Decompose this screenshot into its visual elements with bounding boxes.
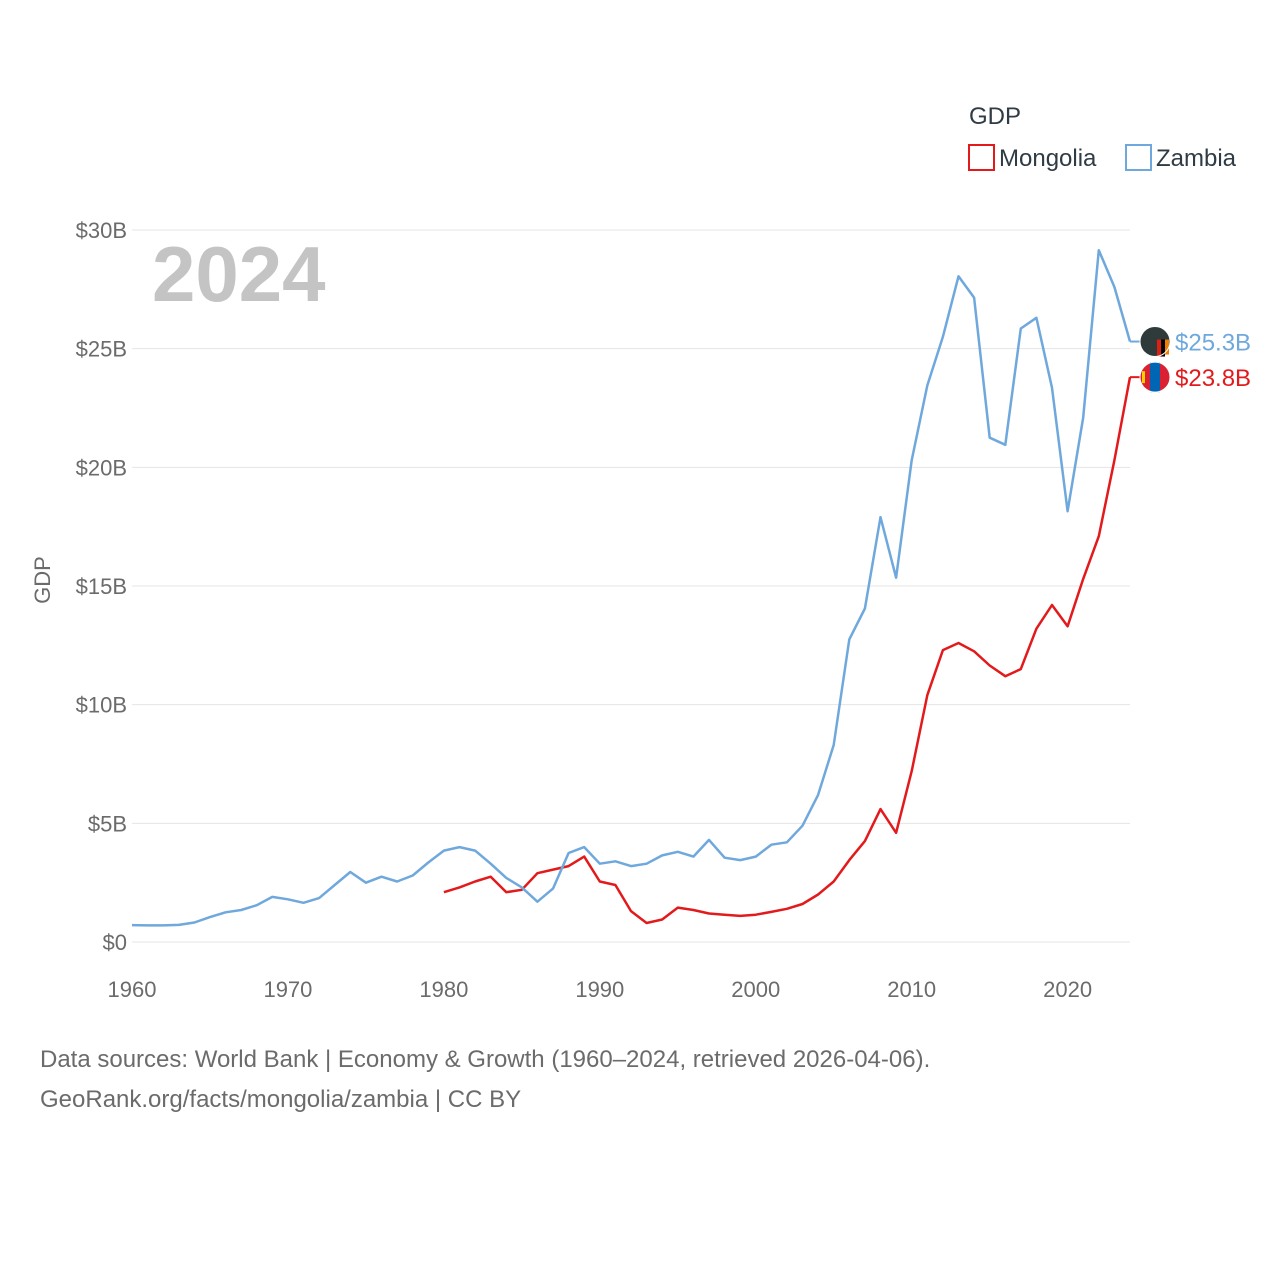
gridlines	[132, 229, 1130, 943]
current-year-label: 2024	[152, 230, 326, 318]
y-tick-label: $15B	[76, 574, 127, 599]
y-axis-ticks: $0 $5B $10B $15B $20B $25B $30B	[76, 218, 127, 955]
zambia-flag-icon	[1139, 326, 1171, 358]
x-tick-label: 2020	[1043, 977, 1092, 1002]
y-tick-label: $0	[103, 930, 127, 955]
series-line-zambia[interactable]	[131, 248, 1132, 927]
y-tick-label: $30B	[76, 218, 127, 243]
legend-swatch-mongolia[interactable]	[968, 144, 995, 171]
data-source-note: Data sources: World Bank | Economy & Gro…	[40, 1046, 931, 1073]
legend-label-mongolia[interactable]: Mongolia	[999, 145, 1097, 172]
series-end-markers: $23.8B $25.3B	[1130, 326, 1251, 393]
x-tick-label: 2000	[731, 977, 780, 1002]
x-axis-ticks: 1960 1970 1980 1990 2000 2010 2020	[108, 977, 1093, 1002]
y-tick-label: $5B	[88, 811, 127, 836]
y-axis-label: GDP	[30, 556, 55, 604]
end-value-label-mongolia: $23.8B	[1175, 365, 1251, 392]
y-tick-label: $25B	[76, 337, 127, 362]
y-tick-label: $10B	[76, 693, 127, 718]
y-tick-label: $20B	[76, 455, 127, 480]
legend-swatch-zambia[interactable]	[1125, 144, 1152, 171]
x-tick-label: 1980	[419, 977, 468, 1002]
x-tick-label: 1990	[575, 977, 624, 1002]
source-url-license: GeoRank.org/facts/mongolia/zambia | CC B…	[40, 1086, 522, 1113]
x-tick-label: 1960	[108, 977, 157, 1002]
end-value-label-zambia: $25.3B	[1175, 330, 1251, 357]
legend-title: GDP	[969, 103, 1021, 130]
x-tick-label: 1970	[263, 977, 312, 1002]
series-lines	[131, 248, 1132, 927]
x-tick-label: 2010	[887, 977, 936, 1002]
series-line-mongolia[interactable]	[443, 376, 1132, 925]
legend: GDP Mongolia Zambia	[968, 103, 1237, 172]
mongolia-flag-icon	[1139, 361, 1171, 393]
legend-label-zambia[interactable]: Zambia	[1156, 145, 1237, 172]
